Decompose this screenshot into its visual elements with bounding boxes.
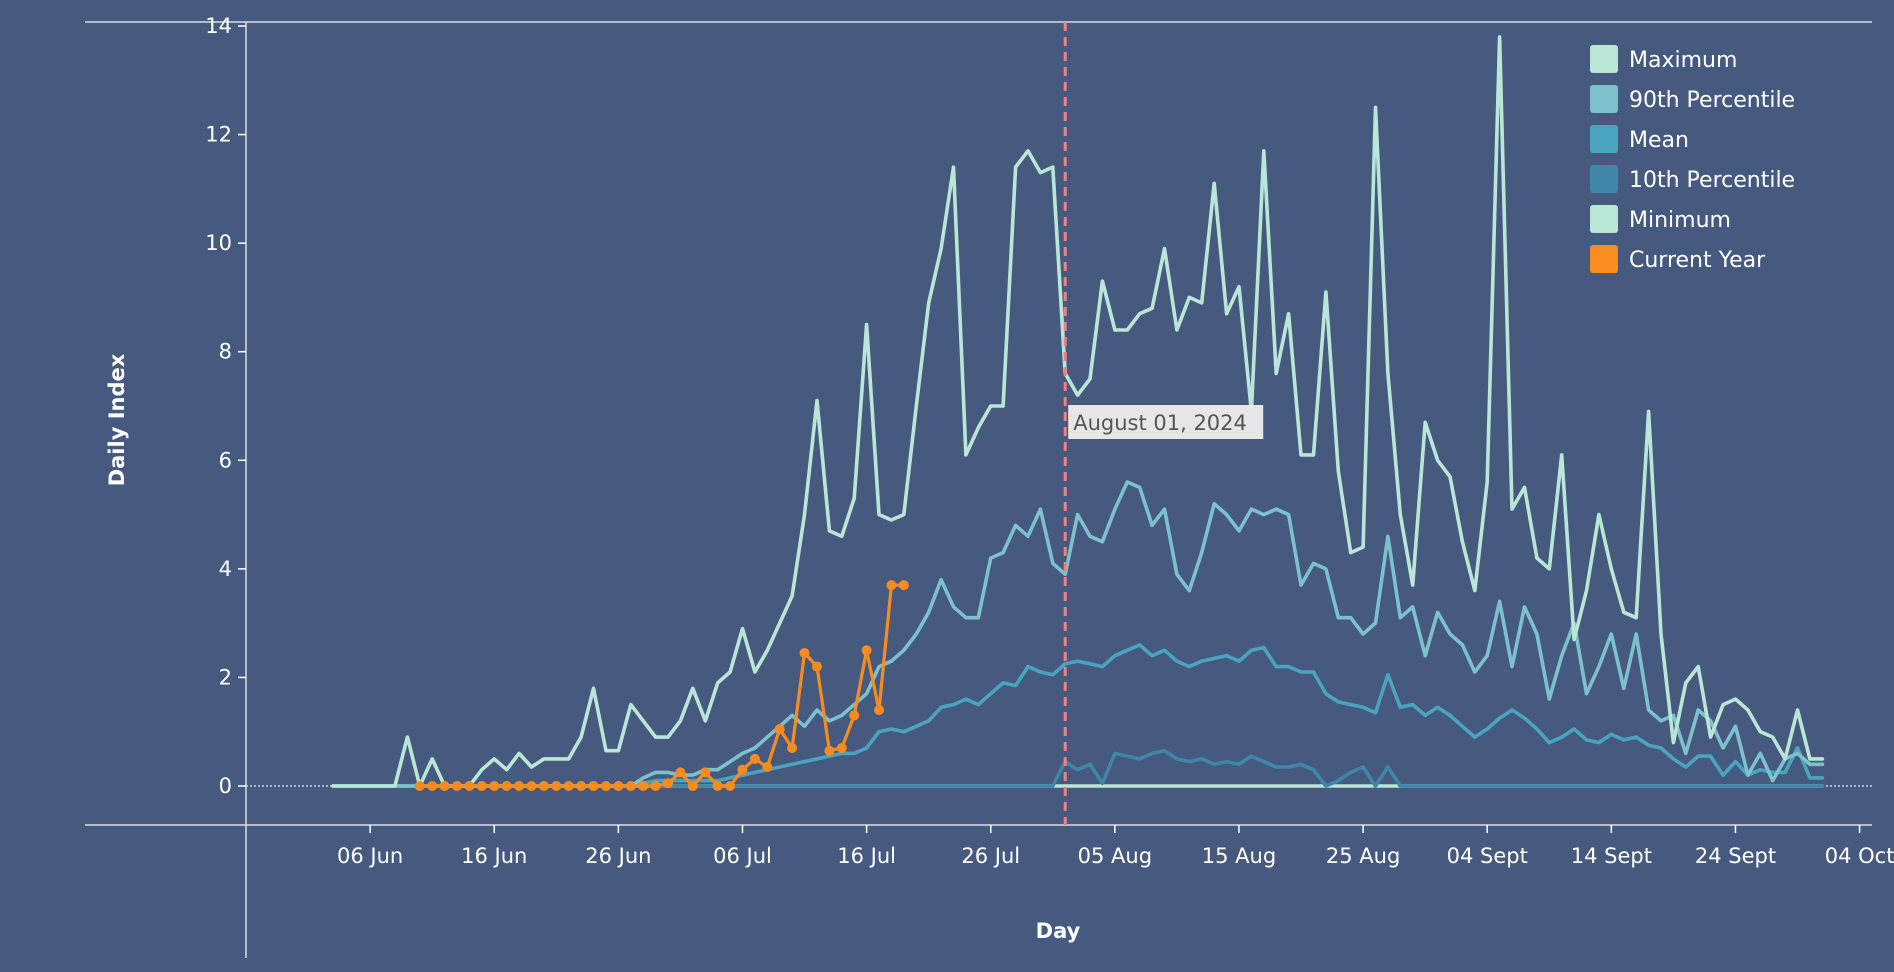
- reference-label: August 01, 2024: [1073, 411, 1247, 435]
- series-line-current-year: [418, 583, 906, 788]
- data-point-current-year: [650, 781, 661, 791]
- x-tick-label: 24 Sept: [1695, 844, 1776, 868]
- legend-label: 10th Percentile: [1629, 168, 1795, 193]
- series-line-maximum: [331, 35, 1825, 788]
- data-point-current-year: [414, 781, 425, 791]
- y-tick-label: 12: [205, 123, 232, 147]
- data-point-current-year: [886, 580, 897, 591]
- x-tick-label: 26 Jun: [585, 844, 651, 868]
- data-point-current-year: [452, 781, 463, 791]
- data-point-current-year: [514, 781, 525, 791]
- data-point-current-year: [836, 743, 847, 753]
- legend-swatch: [1590, 165, 1618, 193]
- x-tick-label: 06 Jun: [337, 844, 403, 868]
- legend-label: Current Year: [1629, 248, 1766, 273]
- data-point-current-year: [811, 661, 822, 672]
- data-point-current-year: [687, 781, 698, 791]
- data-point-current-year: [551, 781, 562, 791]
- legend-swatch: [1590, 245, 1618, 273]
- data-point-current-year: [712, 781, 723, 791]
- data-point-current-year: [898, 580, 909, 591]
- legend-swatch: [1590, 205, 1618, 233]
- data-point-current-year: [563, 781, 574, 791]
- reference-label-box: [1068, 405, 1264, 439]
- data-point-current-year: [638, 781, 649, 791]
- legend-label: 90th Percentile: [1629, 88, 1795, 113]
- y-tick-label: 0: [219, 774, 232, 798]
- y-tick-label: 6: [219, 448, 232, 472]
- data-point-current-year: [799, 648, 810, 658]
- data-point-current-year: [600, 781, 611, 791]
- data-point-current-year: [675, 767, 686, 778]
- y-axis-title: Daily Index: [105, 353, 129, 486]
- legend-swatch: [1590, 45, 1618, 73]
- y-tick-label: 10: [205, 231, 232, 255]
- legend-swatch: [1590, 125, 1618, 153]
- data-point-current-year: [489, 781, 500, 791]
- data-point-current-year: [861, 645, 872, 656]
- data-point-current-year: [588, 781, 599, 791]
- data-point-current-year: [663, 778, 674, 789]
- data-point-current-year: [576, 781, 587, 791]
- x-axis-title: Day: [1036, 919, 1081, 943]
- y-tick-label: 14: [205, 14, 232, 38]
- x-tick-label: 06 Jul: [713, 844, 772, 868]
- x-tick-label: 15 Aug: [1202, 844, 1276, 868]
- data-point-current-year: [501, 781, 512, 791]
- legend: Maximum 90th Percentile Mean 10th Percentil…: [1590, 45, 1795, 273]
- x-tick-label: 16 Jul: [837, 844, 896, 868]
- x-tick-label: 14 Sept: [1571, 844, 1652, 868]
- legend-label: Minimum: [1629, 208, 1731, 233]
- data-point-current-year: [439, 781, 450, 791]
- data-point-current-year: [749, 753, 760, 764]
- x-tick-label: 05 Aug: [1078, 844, 1152, 868]
- data-point-current-year: [538, 781, 549, 791]
- x-tick-label: 04 Oct: [1825, 844, 1894, 868]
- legend-swatch: [1590, 85, 1618, 113]
- legend-label: Maximum: [1629, 48, 1737, 73]
- data-point-current-year: [725, 781, 736, 791]
- data-point-current-year: [762, 762, 773, 772]
- y-tick-label: 8: [219, 340, 232, 364]
- data-point-current-year: [526, 781, 537, 791]
- x-axis-ticks: 06 Jun 16 Jun 26 Jun 06 Jul 16 Jul 26 Jul 05 A…: [337, 825, 1894, 868]
- y-tick-label: 4: [219, 557, 232, 581]
- legend-label: Mean: [1629, 128, 1689, 153]
- annotation-layer: August 01, 2024: [1063, 22, 1264, 825]
- data-point-current-year: [427, 781, 438, 791]
- data-point-current-year: [874, 705, 885, 715]
- data-point-current-year: [737, 764, 748, 775]
- x-tick-label: 04 Sept: [1447, 844, 1528, 868]
- data-point-current-year: [774, 724, 785, 734]
- data-point-current-year: [476, 781, 487, 791]
- data-point-current-year: [625, 781, 636, 791]
- data-point-current-year: [464, 781, 475, 791]
- x-tick-label: 16 Jun: [461, 844, 527, 868]
- data-point-current-year: [613, 781, 624, 791]
- data-point-current-year: [700, 767, 711, 778]
- x-tick-label: 25 Aug: [1326, 844, 1400, 868]
- data-point-current-year: [787, 743, 798, 753]
- x-tick-label: 26 Jul: [961, 844, 1020, 868]
- y-tick-label: 2: [219, 665, 232, 689]
- y-axis-ticks: 0 2 4 6 8 10 12 14: [205, 14, 246, 798]
- series-layer: [331, 35, 1825, 791]
- data-point-current-year: [824, 745, 835, 756]
- data-point-current-year: [849, 710, 860, 721]
